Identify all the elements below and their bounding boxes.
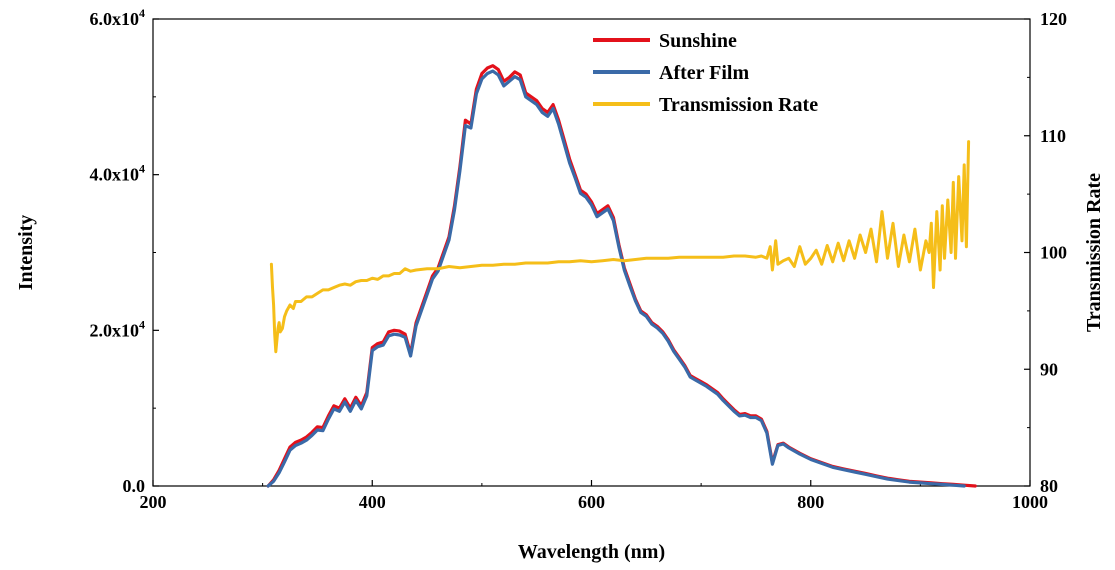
y-tick-label: 4.0x104 <box>90 162 146 185</box>
legend: Sunshine After Film Transmission Rate <box>593 30 818 116</box>
x-tick-label: 600 <box>578 492 605 512</box>
y2-tick-label: 80 <box>1040 476 1058 496</box>
series-line-2 <box>269 140 971 354</box>
y2-tick-label: 100 <box>1040 243 1067 263</box>
y2-tick-label: 90 <box>1040 359 1058 379</box>
axes: 200 400 600 800 1000 0.0 2.0x104 4.0x104 6.0x104… <box>90 6 1068 512</box>
x-tick-label: 800 <box>797 492 824 512</box>
x-axis-title: Wavelength (nm) <box>518 541 665 563</box>
legend-label: Transmission Rate <box>659 94 818 116</box>
legend-label: After Film <box>659 62 749 84</box>
y2-axis-title: Transmission Rate <box>1083 173 1105 332</box>
series-line-1 <box>266 69 966 488</box>
x-tick-label: 1000 <box>1012 492 1048 512</box>
series-layer <box>266 64 977 488</box>
x-tick-label: 200 <box>140 492 167 512</box>
y2-tick-label: 120 <box>1040 9 1067 29</box>
y-tick-label: 0.0 <box>123 476 146 496</box>
series-line-0 <box>266 64 977 488</box>
y-axis-title: Intensity <box>15 215 37 291</box>
plot-frame <box>152 18 1031 487</box>
x-tick-label: 400 <box>359 492 386 512</box>
y-tick-label: 2.0x104 <box>90 317 146 340</box>
y2-tick-label: 110 <box>1040 126 1066 146</box>
legend-label: Sunshine <box>659 30 737 52</box>
y-tick-label: 6.0x104 <box>90 6 146 29</box>
